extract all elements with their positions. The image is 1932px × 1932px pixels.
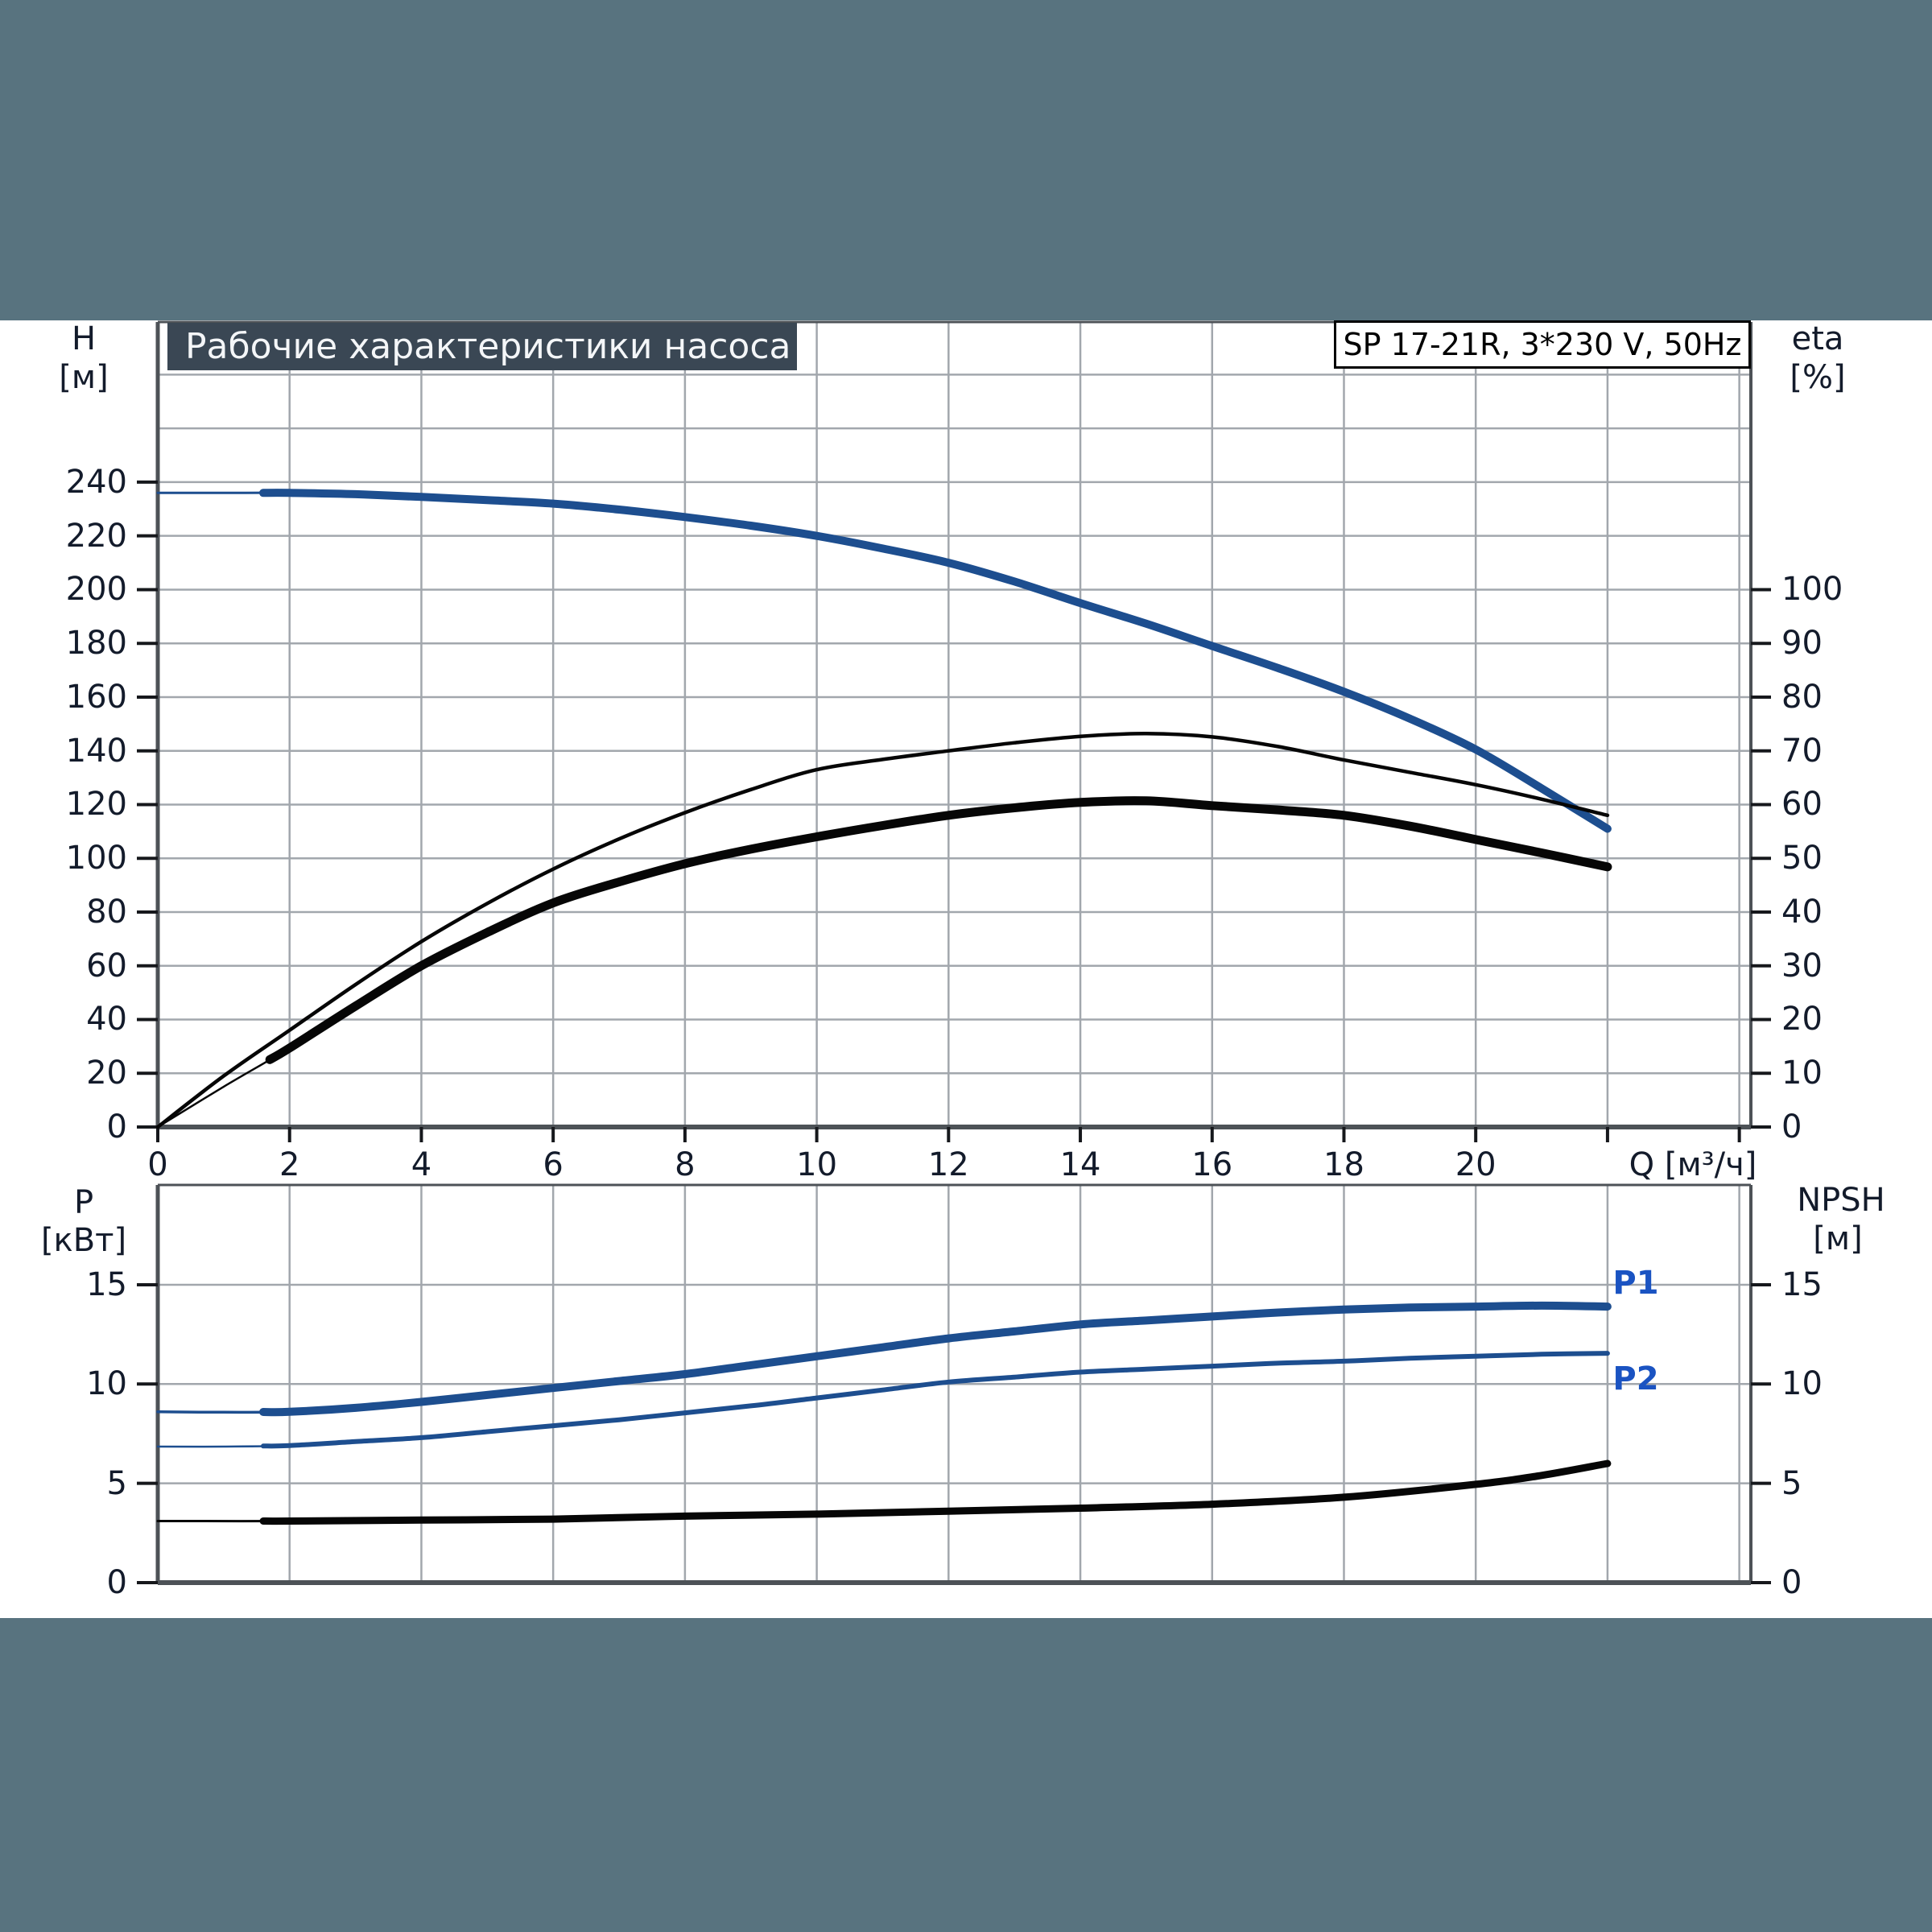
x-axis-tick-label: 18 xyxy=(1323,1146,1364,1183)
right-axis-tick-label: 90 xyxy=(1781,625,1823,663)
x-axis-tick-label: 2 xyxy=(279,1146,300,1183)
h-axis-unit: [м] xyxy=(59,359,109,396)
right-axis-tick-label: 20 xyxy=(1781,1001,1823,1038)
curve-p2-lead xyxy=(156,1352,1609,1448)
h-axis-label: H xyxy=(71,320,97,357)
eta-axis-unit: [%] xyxy=(1790,359,1846,396)
chart-title: Рабочие характеристики насоса xyxy=(185,326,791,367)
right-axis-tick-label: 10 xyxy=(1781,1365,1823,1403)
left-axis-tick-label: 80 xyxy=(86,893,127,931)
right-axis-tick-label: 60 xyxy=(1781,786,1823,824)
left-axis-tick-label: 140 xyxy=(65,732,127,770)
right-axis-tick-label: 5 xyxy=(1781,1464,1802,1502)
curve-eta-total xyxy=(265,796,1612,1064)
right-axis-tick-label: 0 xyxy=(1781,1564,1802,1601)
x-axis-tick-label: 0 xyxy=(147,1146,168,1183)
left-axis-tick-label: 180 xyxy=(65,625,127,663)
left-axis-tick-label: 40 xyxy=(86,1001,127,1038)
x-axis-tick-label: 20 xyxy=(1455,1146,1496,1183)
right-axis-tick-label: 70 xyxy=(1781,732,1823,770)
curve-h-lead xyxy=(156,491,1609,830)
x-axis-tick-label: 4 xyxy=(411,1146,432,1183)
curve-eta-pump-lead xyxy=(155,732,1610,1129)
npsh-axis-unit: [м] xyxy=(1813,1220,1863,1257)
pump-model-box: SP 17-21R, 3*230 V, 50Hz xyxy=(1334,320,1751,369)
left-axis-tick-label: 10 xyxy=(86,1365,127,1403)
left-axis-tick-label: 0 xyxy=(106,1108,127,1146)
pump-model-text: SP 17-21R, 3*230 V, 50Hz xyxy=(1343,327,1742,362)
x-axis-tick-label: 8 xyxy=(675,1146,696,1183)
p-axis-label: P xyxy=(73,1184,94,1221)
curve-p1 xyxy=(259,1301,1612,1417)
x-axis-tick-label: 12 xyxy=(927,1146,969,1183)
left-axis-tick-label: 15 xyxy=(86,1265,127,1303)
left-axis-tick-label: 20 xyxy=(86,1055,127,1092)
curve-p2 xyxy=(261,1351,1610,1449)
right-axis-tick-label: 0 xyxy=(1781,1108,1802,1146)
right-axis-tick-label: 15 xyxy=(1781,1265,1823,1303)
right-axis-tick-label: 10 xyxy=(1781,1055,1823,1092)
right-axis-tick-label: 100 xyxy=(1781,571,1843,609)
right-axis-tick-label: 50 xyxy=(1781,840,1823,877)
p1-series-label: P1 xyxy=(1612,1265,1659,1302)
left-axis-tick-label: 0 xyxy=(106,1564,127,1601)
left-axis-tick-label: 220 xyxy=(65,517,127,555)
left-axis-tick-label: 240 xyxy=(65,463,127,501)
x-axis-tick-label: 6 xyxy=(543,1146,564,1183)
p2-series-label: P2 xyxy=(1612,1360,1659,1397)
top-background-band xyxy=(0,0,1932,320)
x-axis-tick-label: 14 xyxy=(1059,1146,1101,1183)
curve-eta-total-lead xyxy=(156,799,1609,1129)
bottom-background-band xyxy=(0,1618,1932,1932)
x-axis-tick-label: 16 xyxy=(1191,1146,1233,1183)
left-axis-tick-label: 60 xyxy=(86,947,127,985)
left-axis-tick-label: 160 xyxy=(65,678,127,716)
q-axis-label: Q [м³/ч] xyxy=(1629,1146,1757,1183)
npsh-axis-label: NPSH xyxy=(1797,1182,1885,1219)
eta-axis-label: eta xyxy=(1791,320,1844,357)
curve-h xyxy=(259,489,1612,833)
left-axis-tick-label: 100 xyxy=(65,840,127,877)
x-axis-tick-label: 10 xyxy=(796,1146,838,1183)
right-axis-tick-label: 30 xyxy=(1781,947,1823,985)
p-axis-unit: [кВт] xyxy=(40,1222,127,1259)
left-axis-tick-label: 200 xyxy=(65,571,127,609)
curve-npsh xyxy=(259,1459,1612,1525)
chart-title-box: Рабочие характеристики насоса xyxy=(167,323,797,370)
right-axis-tick-label: 80 xyxy=(1781,678,1823,716)
right-axis-tick-label: 40 xyxy=(1781,893,1823,931)
left-axis-tick-label: 5 xyxy=(106,1464,127,1502)
left-axis-tick-label: 120 xyxy=(65,786,127,824)
